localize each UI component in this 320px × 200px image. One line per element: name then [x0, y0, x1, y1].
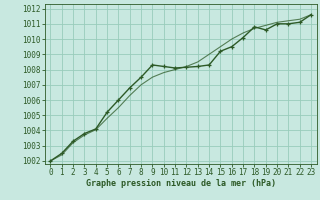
X-axis label: Graphe pression niveau de la mer (hPa): Graphe pression niveau de la mer (hPa)	[86, 179, 276, 188]
